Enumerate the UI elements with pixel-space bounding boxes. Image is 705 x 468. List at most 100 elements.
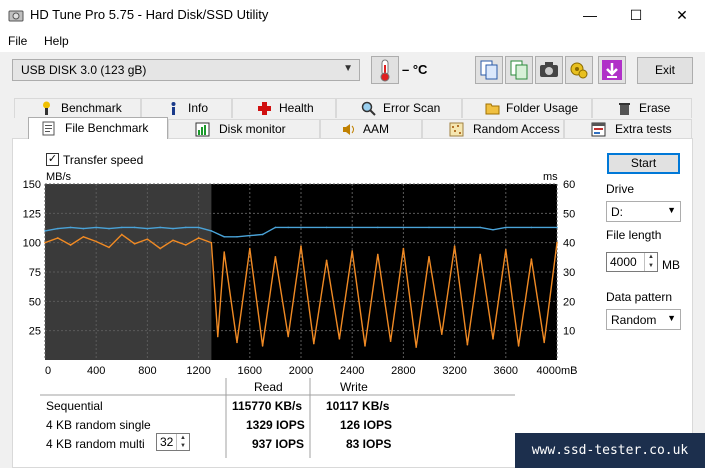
start-button[interactable]: Start bbox=[607, 153, 680, 174]
menu-bar: File Help bbox=[0, 31, 705, 52]
chart-point bbox=[261, 233, 264, 236]
spinner-arrows-icon[interactable]: ▲ ▼ bbox=[644, 253, 657, 271]
menu-file[interactable]: File bbox=[8, 34, 28, 48]
tab-error-scan[interactable]: Error Scan bbox=[336, 98, 462, 118]
chart-point bbox=[466, 343, 469, 346]
error-scan-icon bbox=[361, 101, 376, 116]
chart-point bbox=[505, 226, 507, 229]
chart-point bbox=[236, 236, 238, 238]
maximize-button[interactable]: ☐ bbox=[629, 7, 643, 23]
chart-point bbox=[159, 247, 161, 250]
chart-point bbox=[223, 251, 225, 253]
tab-erase-label: Erase bbox=[639, 101, 671, 115]
save-button[interactable] bbox=[598, 56, 626, 84]
chart-point bbox=[300, 226, 302, 229]
temperature-readout: – °C bbox=[402, 62, 428, 77]
random-access-icon bbox=[449, 122, 464, 137]
transfer-speed-checkbox[interactable]: ✓ bbox=[46, 153, 59, 166]
chart-point bbox=[185, 226, 187, 229]
chart-point bbox=[517, 345, 520, 347]
chart-point bbox=[428, 226, 430, 229]
drive-combo[interactable]: D: ▼ bbox=[606, 201, 681, 222]
data-pattern-combo[interactable]: Random ▼ bbox=[606, 309, 681, 330]
tab-random-access-label: Random Access bbox=[473, 122, 560, 136]
chart-point bbox=[505, 248, 507, 251]
extra-tests-icon bbox=[591, 122, 606, 137]
tab-benchmark[interactable]: Benchmark bbox=[14, 98, 141, 118]
tab-info-label: Info bbox=[188, 101, 209, 115]
chart-point bbox=[428, 255, 430, 258]
spinner-arrows-icon[interactable]: ▲ ▼ bbox=[176, 434, 189, 450]
chart-point bbox=[185, 244, 187, 246]
chart-point bbox=[82, 236, 85, 238]
data-pattern-label: Data pattern bbox=[606, 290, 673, 304]
chart-ytick-left: 125 bbox=[23, 208, 41, 220]
chart-ylabel-left: MB/s bbox=[46, 171, 72, 183]
chart-point bbox=[274, 255, 277, 258]
chart-point bbox=[402, 226, 405, 229]
chart-point bbox=[377, 226, 379, 229]
chart-ytick-left: 25 bbox=[29, 326, 41, 338]
minimize-button[interactable]: — bbox=[583, 7, 597, 23]
chart-point bbox=[530, 258, 533, 260]
chart-point bbox=[441, 333, 443, 335]
window-title: HD Tune Pro 5.75 - Hard Disk/SSD Utility bbox=[30, 7, 269, 22]
chart-xtick: 3200 bbox=[442, 365, 466, 377]
benchmark-icon bbox=[43, 101, 50, 115]
chart-ytick-left: 75 bbox=[29, 267, 41, 279]
chart-point bbox=[556, 241, 558, 244]
chart-point bbox=[69, 244, 72, 246]
tab-random-access[interactable]: Random Access bbox=[422, 119, 564, 139]
transfer-speed-label: Transfer speed bbox=[63, 153, 144, 167]
tab-info[interactable]: Info bbox=[141, 98, 232, 118]
exit-button[interactable]: Exit bbox=[637, 57, 693, 84]
chart-point bbox=[146, 238, 149, 240]
tab-aam[interactable]: AAM bbox=[320, 119, 422, 139]
chart-point bbox=[95, 240, 97, 243]
tab-folder-usage-label: Folder Usage bbox=[506, 101, 579, 115]
chart-point bbox=[44, 230, 46, 232]
chevron-down-icon: ▼ bbox=[667, 205, 676, 215]
chart-xtick: 4000mB bbox=[537, 365, 578, 377]
chart-point bbox=[121, 233, 123, 236]
chart-ytick-right: 20 bbox=[563, 296, 575, 308]
tab-file-benchmark-label: File Benchmark bbox=[65, 121, 149, 135]
chart-point bbox=[217, 335, 219, 338]
chart-xtick: 2000 bbox=[289, 365, 313, 377]
chart-point bbox=[530, 226, 533, 229]
title-bar: HD Tune Pro 5.75 - Hard Disk/SSD Utility… bbox=[0, 0, 705, 31]
chart-xtick: 0 bbox=[45, 365, 51, 377]
tab-file-benchmark[interactable]: File Benchmark bbox=[28, 117, 168, 139]
tab-erase[interactable]: Erase bbox=[592, 98, 692, 118]
write-header: Write bbox=[340, 380, 368, 394]
file-length-input[interactable]: 4000 ▲ ▼ bbox=[606, 252, 658, 272]
tab-extra-tests[interactable]: Extra tests bbox=[564, 119, 692, 139]
chart-ytick-left: 100 bbox=[23, 238, 41, 250]
chart-point bbox=[236, 341, 238, 344]
screenshot-button[interactable] bbox=[535, 56, 563, 84]
tab-aam-label: AAM bbox=[363, 122, 390, 136]
chart-point bbox=[351, 226, 354, 229]
hdtune-app-icon bbox=[8, 10, 24, 22]
chart-point bbox=[389, 340, 392, 343]
copy-text-button[interactable] bbox=[475, 56, 503, 84]
chart-point bbox=[556, 226, 558, 229]
queue-depth-input[interactable]: 32 ▲ ▼ bbox=[156, 433, 190, 451]
copy-info-icon bbox=[510, 60, 528, 80]
chart-point bbox=[287, 335, 290, 338]
tab-disk-monitor[interactable]: Disk monitor bbox=[168, 119, 320, 139]
random-single-write: 126 IOPS bbox=[340, 418, 393, 432]
menu-help[interactable]: Help bbox=[44, 34, 69, 48]
close-button[interactable]: ✕ bbox=[676, 7, 688, 23]
options-button[interactable] bbox=[565, 56, 593, 84]
tab-health[interactable]: Health bbox=[232, 98, 336, 118]
chart-point bbox=[197, 237, 200, 239]
chart-point bbox=[415, 346, 418, 348]
copy-info-button[interactable] bbox=[505, 56, 533, 84]
temperature-button[interactable] bbox=[371, 56, 399, 84]
tab-folder-usage[interactable]: Folder Usage bbox=[462, 98, 592, 118]
sequential-label: Sequential bbox=[46, 399, 103, 413]
chart-point bbox=[300, 245, 302, 247]
drive-select[interactable]: USB DISK 3.0 (123 gB) ▼ bbox=[12, 59, 360, 81]
chart-xtick: 3600 bbox=[494, 365, 518, 377]
